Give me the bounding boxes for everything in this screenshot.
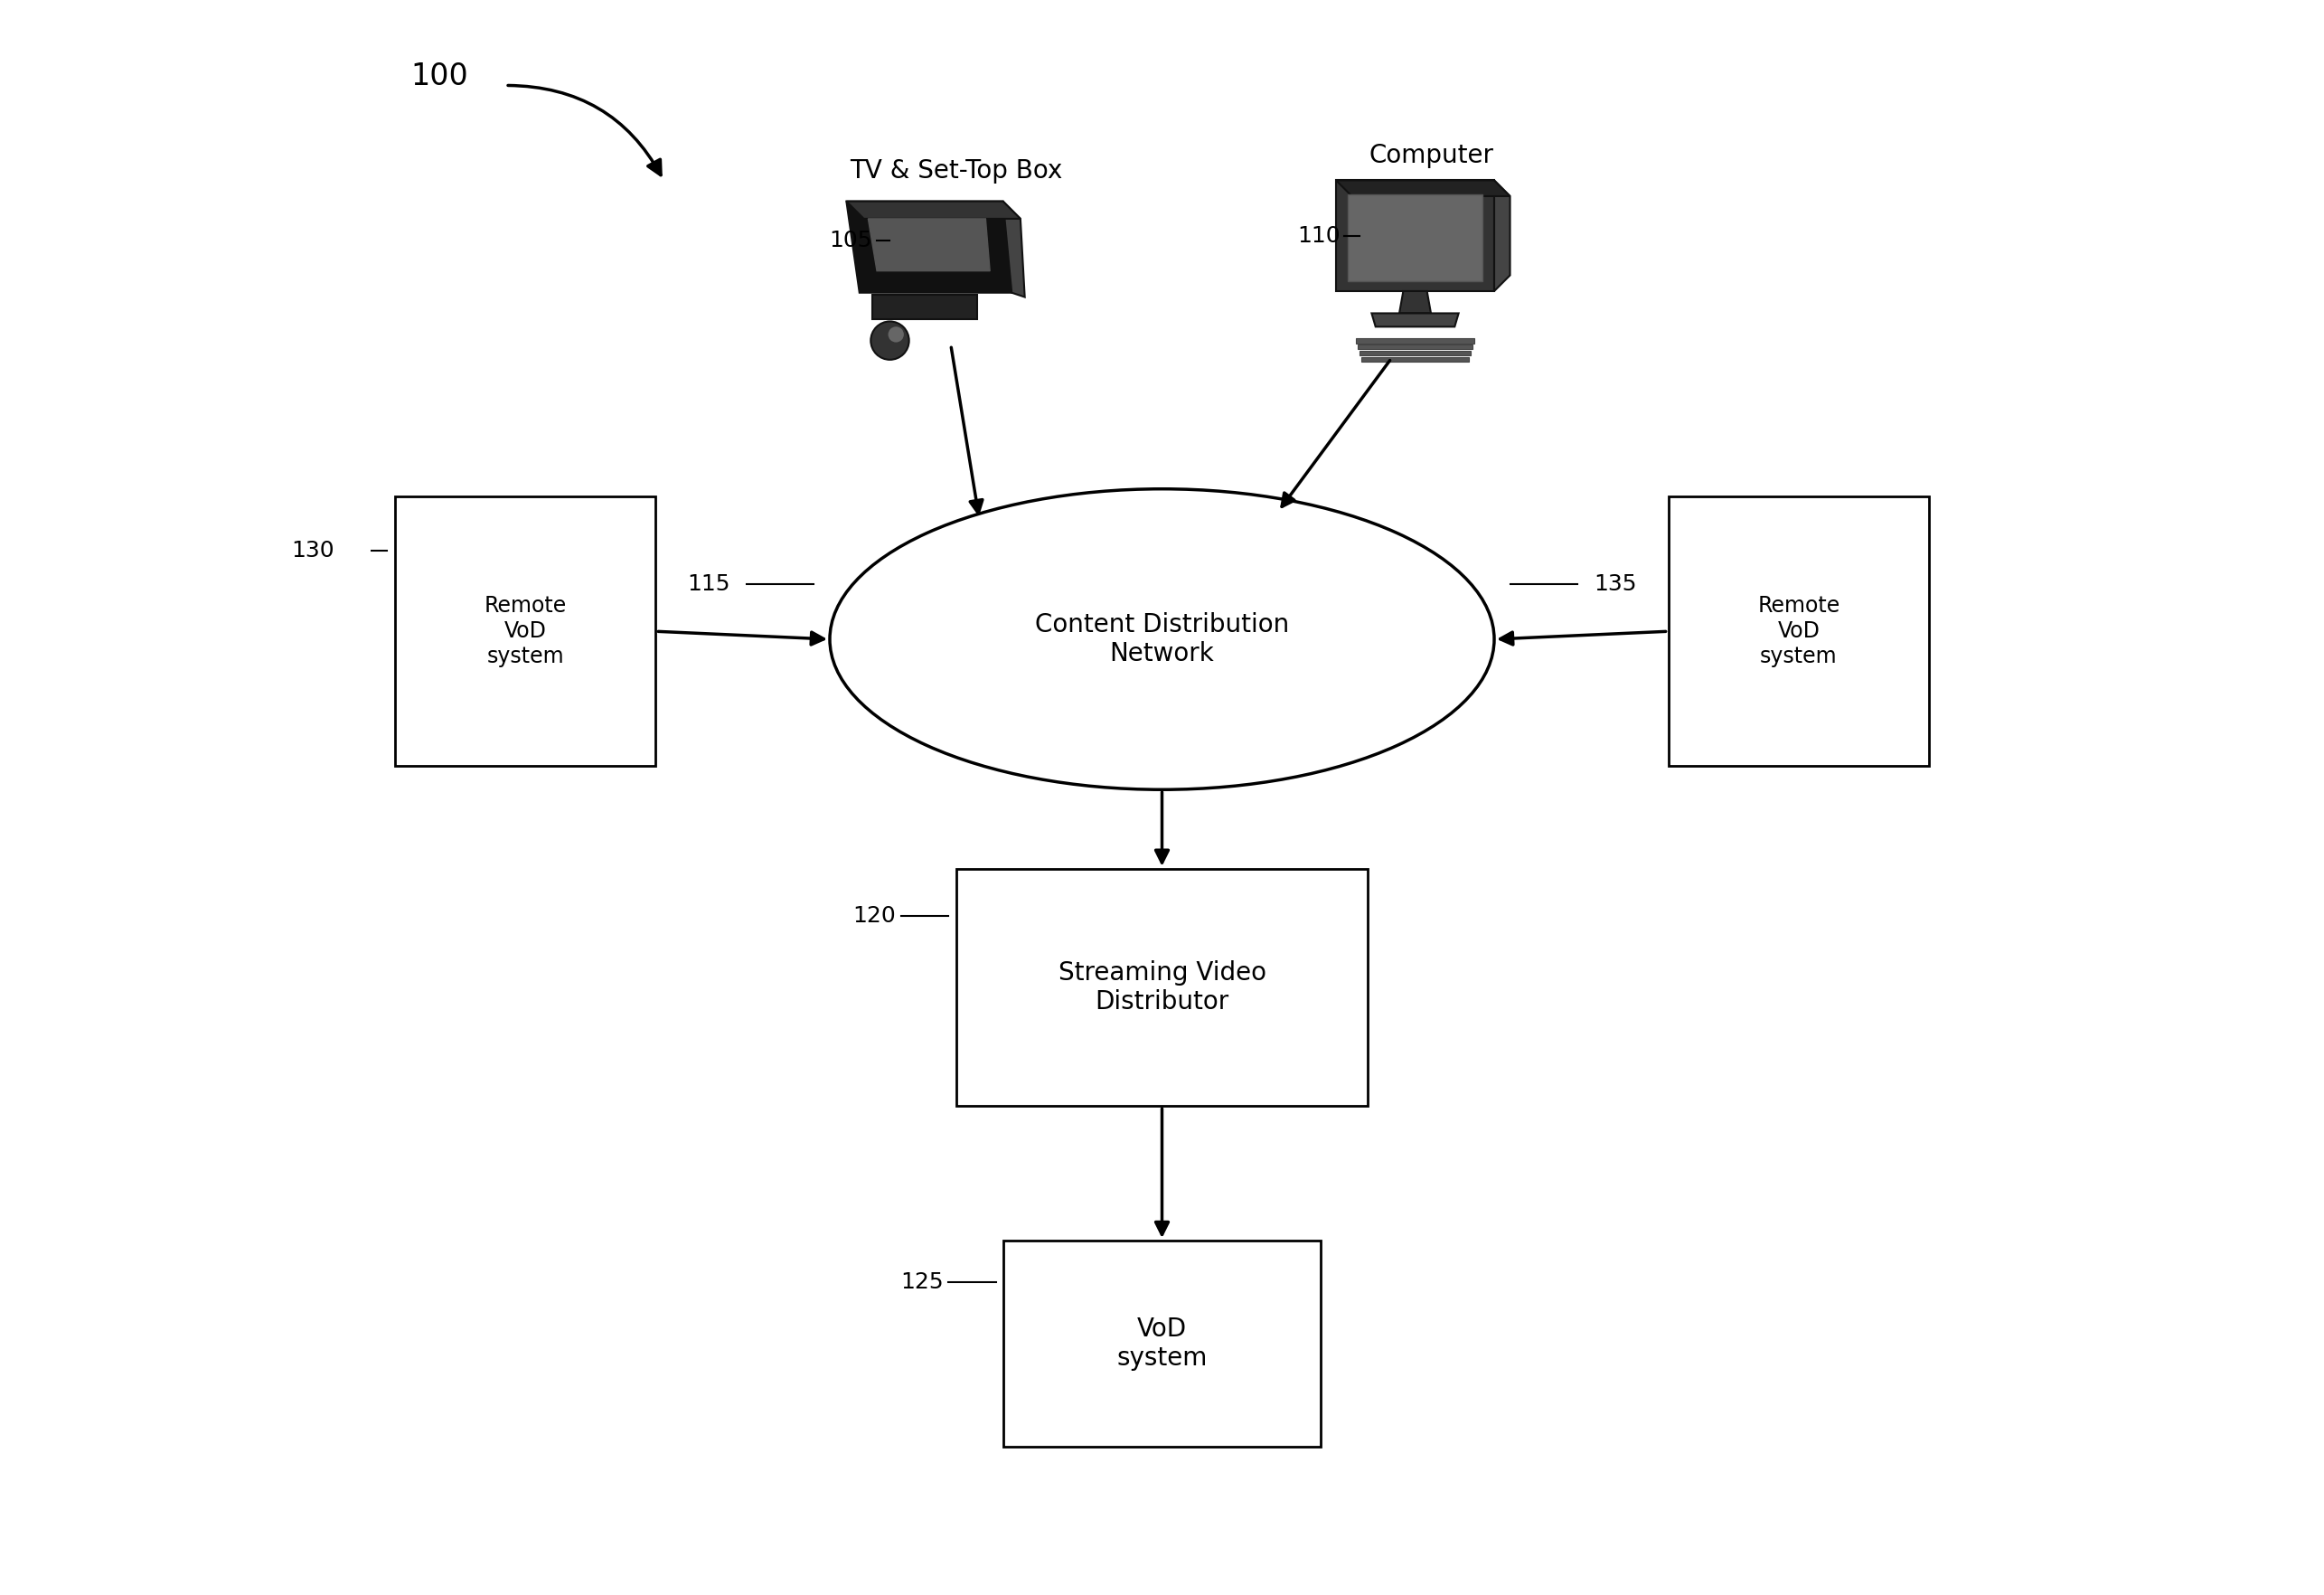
Circle shape — [888, 327, 904, 343]
Text: 130: 130 — [290, 539, 335, 561]
FancyBboxPatch shape — [1004, 1241, 1320, 1447]
FancyBboxPatch shape — [395, 496, 655, 766]
Text: VoD
system: VoD system — [1116, 1316, 1208, 1370]
FancyBboxPatch shape — [1362, 357, 1469, 362]
Text: Streaming Video
Distributor: Streaming Video Distributor — [1057, 960, 1267, 1014]
Circle shape — [872, 322, 909, 360]
Text: 105: 105 — [830, 230, 872, 252]
FancyBboxPatch shape — [1669, 496, 1929, 766]
Text: 110: 110 — [1297, 225, 1341, 247]
Text: Remote
VoD
system: Remote VoD system — [483, 595, 567, 667]
FancyBboxPatch shape — [1336, 180, 1494, 292]
Text: 100: 100 — [411, 62, 467, 91]
Text: TV & Set-Top Box: TV & Set-Top Box — [851, 158, 1062, 183]
Polygon shape — [1371, 313, 1459, 327]
Text: Content Distribution
Network: Content Distribution Network — [1034, 612, 1290, 667]
FancyArrowPatch shape — [509, 86, 660, 175]
Text: 120: 120 — [853, 906, 897, 927]
Text: 125: 125 — [902, 1271, 944, 1292]
Polygon shape — [1399, 292, 1432, 313]
Ellipse shape — [830, 490, 1494, 790]
Text: 115: 115 — [688, 573, 730, 595]
FancyBboxPatch shape — [1357, 345, 1473, 349]
Polygon shape — [869, 219, 990, 271]
FancyBboxPatch shape — [1348, 195, 1483, 282]
FancyBboxPatch shape — [1360, 351, 1471, 356]
Polygon shape — [846, 201, 1020, 219]
Text: Remote
VoD
system: Remote VoD system — [1757, 595, 1841, 667]
Polygon shape — [846, 201, 1011, 293]
Polygon shape — [1494, 180, 1511, 292]
Polygon shape — [1004, 201, 1025, 297]
FancyBboxPatch shape — [957, 869, 1367, 1105]
Text: Computer: Computer — [1369, 144, 1494, 169]
FancyBboxPatch shape — [1355, 338, 1473, 343]
Polygon shape — [1336, 180, 1511, 196]
Text: 135: 135 — [1594, 573, 1636, 595]
FancyBboxPatch shape — [872, 295, 976, 319]
